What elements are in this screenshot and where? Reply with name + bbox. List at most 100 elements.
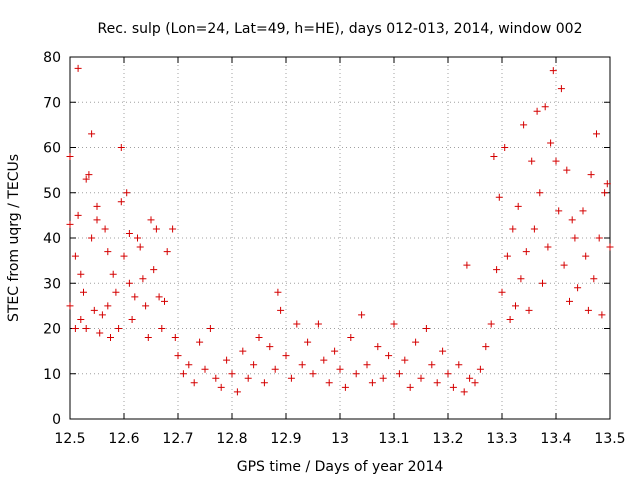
y-tick-label: 30 (43, 276, 61, 292)
data-point (82, 175, 90, 183)
data-point (525, 306, 533, 314)
x-tick-label: 12.5 (54, 431, 85, 447)
data-point (104, 248, 112, 256)
data-point (66, 153, 74, 161)
data-point (539, 279, 546, 287)
data-point (549, 67, 557, 75)
data-point (150, 266, 158, 274)
data-point (560, 261, 568, 269)
data-point (109, 270, 117, 278)
data-point (174, 352, 182, 360)
data-point (517, 275, 525, 283)
data-point (390, 320, 398, 328)
x-axis-label: GPS time / Days of year 2014 (237, 459, 444, 475)
data-point (347, 334, 355, 342)
data-point (266, 343, 274, 351)
data-point (77, 270, 85, 278)
data-point (433, 379, 441, 387)
data-point (385, 352, 393, 360)
data-point (412, 338, 420, 346)
data-point (190, 379, 198, 387)
y-tick-label: 80 (43, 50, 61, 66)
data-point (171, 334, 179, 342)
data-point (587, 171, 595, 179)
data-point (201, 365, 209, 373)
data-point (444, 370, 452, 378)
data-point (233, 388, 241, 396)
data-point (287, 374, 295, 382)
data-point (77, 315, 85, 323)
data-point (260, 379, 268, 387)
x-tick-label: 12.6 (108, 431, 139, 447)
data-point (123, 189, 131, 197)
data-point (125, 229, 133, 237)
data-point (536, 189, 544, 197)
data-point (85, 171, 93, 179)
data-point (325, 379, 333, 387)
y-tick-label: 40 (43, 231, 61, 247)
data-point (255, 334, 263, 342)
data-point (74, 64, 82, 72)
data-point (503, 252, 511, 260)
data-point (304, 338, 312, 346)
data-point (71, 252, 79, 260)
data-point (533, 107, 541, 115)
data-point (541, 103, 549, 111)
data-point (185, 361, 193, 369)
data-point (93, 202, 101, 210)
data-point (490, 153, 498, 161)
grid (70, 57, 610, 419)
data-point (117, 198, 125, 206)
data-point (88, 130, 96, 138)
y-tick-label: 10 (43, 367, 61, 383)
data-point (88, 234, 96, 242)
data-point (239, 347, 247, 355)
data-point (512, 302, 519, 310)
data-point (563, 166, 571, 174)
data-point (161, 297, 168, 305)
data-point (217, 383, 225, 391)
data-point (493, 266, 501, 274)
data-point (163, 248, 171, 256)
data-point (82, 325, 90, 332)
data-point (144, 334, 152, 342)
x-tick-label: 12.7 (162, 431, 193, 447)
data-point (476, 365, 484, 373)
y-tick-label: 0 (52, 412, 61, 428)
x-tick-label: 13.3 (486, 431, 517, 447)
chart-title: Rec. sulp (Lon=24, Lat=49, h=HE), days 0… (98, 21, 583, 37)
data-point (125, 279, 133, 287)
data-point (557, 85, 565, 93)
data-point (134, 234, 141, 242)
data-point (509, 225, 517, 233)
data-point (417, 374, 425, 382)
data-point (395, 370, 403, 378)
data-point (574, 284, 582, 292)
data-point (584, 306, 592, 314)
data-point (552, 157, 560, 165)
data-point (341, 383, 349, 391)
data-point (298, 361, 306, 369)
data-point (139, 275, 147, 283)
data-point (603, 180, 611, 188)
data-point (128, 315, 136, 323)
y-axis-label: STEC from uqrg / TECUs (6, 154, 22, 322)
data-point (601, 189, 609, 197)
x-tick-label: 13.1 (378, 431, 409, 447)
data-point (593, 130, 600, 138)
data-point (74, 211, 82, 219)
data-point (244, 374, 252, 382)
data-point (455, 361, 463, 369)
data-point (498, 288, 506, 296)
data-point (460, 388, 468, 396)
data-point (439, 347, 447, 355)
data-point (158, 325, 166, 332)
data-point (522, 248, 530, 256)
data-point (466, 374, 474, 382)
data-point (555, 207, 563, 215)
data-point (131, 293, 139, 301)
data-point (277, 306, 285, 314)
data-point (331, 347, 339, 355)
data-point (206, 325, 214, 332)
data-point (90, 306, 98, 314)
